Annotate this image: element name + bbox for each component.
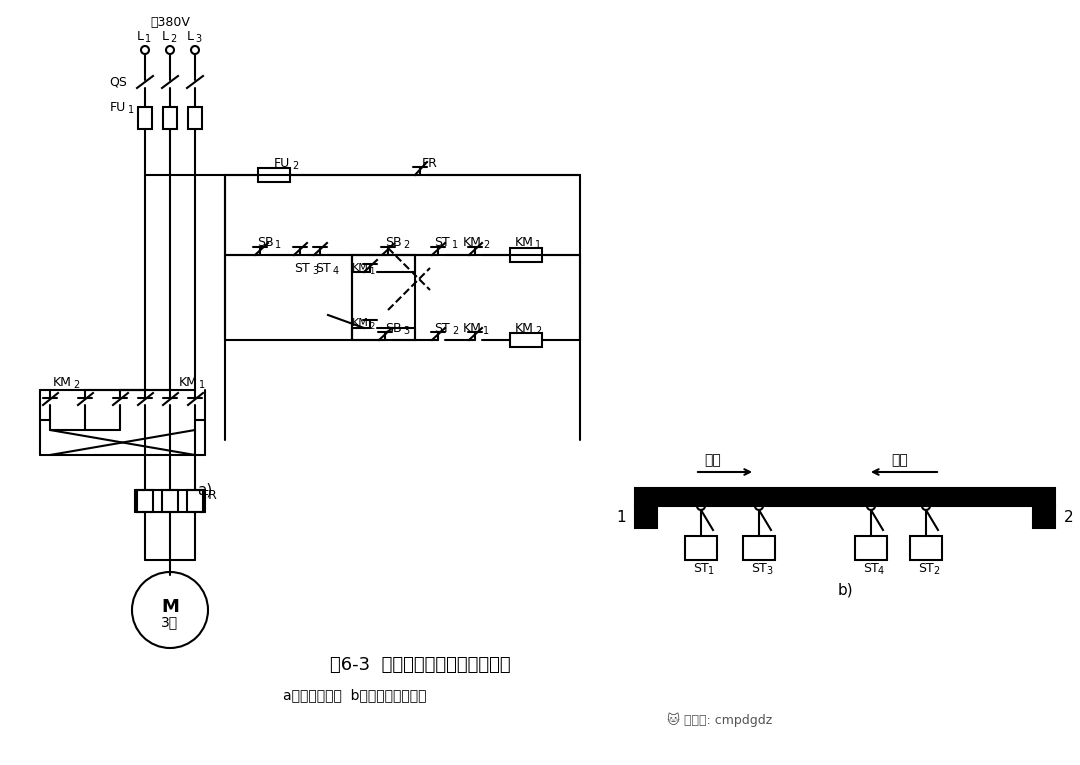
Text: ST: ST bbox=[315, 262, 330, 275]
Text: 图6-3  三相电动机的行程控制电路: 图6-3 三相电动机的行程控制电路 bbox=[329, 656, 511, 674]
Text: 1: 1 bbox=[199, 380, 205, 390]
Bar bbox=[510, 248, 542, 262]
Text: 🐱 微信号: cmpdgdz: 🐱 微信号: cmpdgdz bbox=[667, 713, 772, 728]
Text: ST: ST bbox=[294, 262, 310, 275]
Text: 1: 1 bbox=[369, 266, 375, 275]
Text: ST: ST bbox=[863, 562, 879, 575]
Bar bbox=[510, 333, 542, 347]
Text: 前进: 前进 bbox=[704, 453, 721, 467]
Text: ST: ST bbox=[918, 562, 934, 575]
Text: 1: 1 bbox=[707, 566, 714, 576]
Text: SB: SB bbox=[384, 236, 402, 249]
Text: a）控制电路图  b）行程开关示意图: a）控制电路图 b）行程开关示意图 bbox=[283, 688, 427, 702]
Text: 2: 2 bbox=[403, 240, 409, 250]
Text: 1: 1 bbox=[275, 240, 281, 250]
Text: 3～: 3～ bbox=[161, 615, 178, 629]
Text: FR: FR bbox=[202, 489, 218, 502]
Text: 2: 2 bbox=[535, 326, 541, 336]
Bar bbox=[138, 107, 152, 129]
Text: ST: ST bbox=[434, 236, 450, 249]
Text: 1: 1 bbox=[617, 509, 625, 525]
Text: SB: SB bbox=[257, 236, 273, 249]
Bar bbox=[188, 107, 202, 129]
Text: KM: KM bbox=[352, 318, 368, 328]
Text: ST: ST bbox=[751, 562, 767, 575]
Text: 2: 2 bbox=[369, 321, 375, 330]
Text: ～380V: ～380V bbox=[150, 15, 190, 28]
Text: SB: SB bbox=[384, 321, 402, 334]
Text: FU: FU bbox=[110, 100, 126, 113]
Text: 1: 1 bbox=[483, 326, 489, 336]
Text: 4: 4 bbox=[878, 566, 885, 576]
Text: KM: KM bbox=[462, 321, 482, 334]
Text: 1: 1 bbox=[145, 34, 151, 44]
Text: 3: 3 bbox=[194, 34, 201, 44]
Text: 4: 4 bbox=[333, 266, 339, 276]
Bar bbox=[635, 506, 657, 528]
Bar bbox=[258, 168, 291, 182]
Text: KM: KM bbox=[178, 376, 198, 389]
Text: KM: KM bbox=[514, 236, 534, 249]
Bar bbox=[855, 536, 887, 560]
Text: 后退: 后退 bbox=[892, 453, 908, 467]
Text: 2: 2 bbox=[933, 566, 940, 576]
Text: 1: 1 bbox=[535, 240, 541, 250]
Text: 1: 1 bbox=[451, 240, 458, 250]
Text: KM: KM bbox=[462, 236, 482, 249]
Text: b): b) bbox=[837, 582, 853, 597]
Text: 3: 3 bbox=[312, 266, 319, 276]
Bar bbox=[685, 536, 717, 560]
Text: 2: 2 bbox=[72, 380, 79, 390]
Text: 3: 3 bbox=[766, 566, 772, 576]
Text: KM: KM bbox=[514, 321, 534, 334]
Bar bbox=[187, 490, 203, 512]
Text: L: L bbox=[136, 30, 144, 43]
Text: 2: 2 bbox=[170, 34, 176, 44]
Bar bbox=[743, 536, 775, 560]
Text: FU: FU bbox=[274, 157, 291, 170]
Bar bbox=[635, 488, 1055, 506]
Bar bbox=[137, 490, 153, 512]
Text: 2: 2 bbox=[292, 161, 298, 171]
Text: ST: ST bbox=[693, 562, 708, 575]
Text: 2: 2 bbox=[483, 240, 489, 250]
Text: KM: KM bbox=[352, 263, 368, 273]
Bar bbox=[352, 255, 415, 340]
Text: ST: ST bbox=[434, 321, 450, 334]
Bar bbox=[1032, 506, 1055, 528]
Text: 1: 1 bbox=[127, 105, 134, 115]
Text: M: M bbox=[161, 598, 179, 616]
Text: QS: QS bbox=[109, 76, 127, 89]
Text: L: L bbox=[162, 30, 168, 43]
Text: 2: 2 bbox=[451, 326, 458, 336]
Text: KM: KM bbox=[53, 376, 71, 389]
Text: 3: 3 bbox=[403, 326, 409, 336]
Bar bbox=[162, 490, 178, 512]
Bar bbox=[163, 107, 177, 129]
Text: L: L bbox=[187, 30, 193, 43]
Text: a): a) bbox=[198, 483, 213, 497]
Bar bbox=[910, 536, 942, 560]
Text: FR: FR bbox=[422, 157, 437, 170]
Text: 2: 2 bbox=[1064, 509, 1074, 525]
